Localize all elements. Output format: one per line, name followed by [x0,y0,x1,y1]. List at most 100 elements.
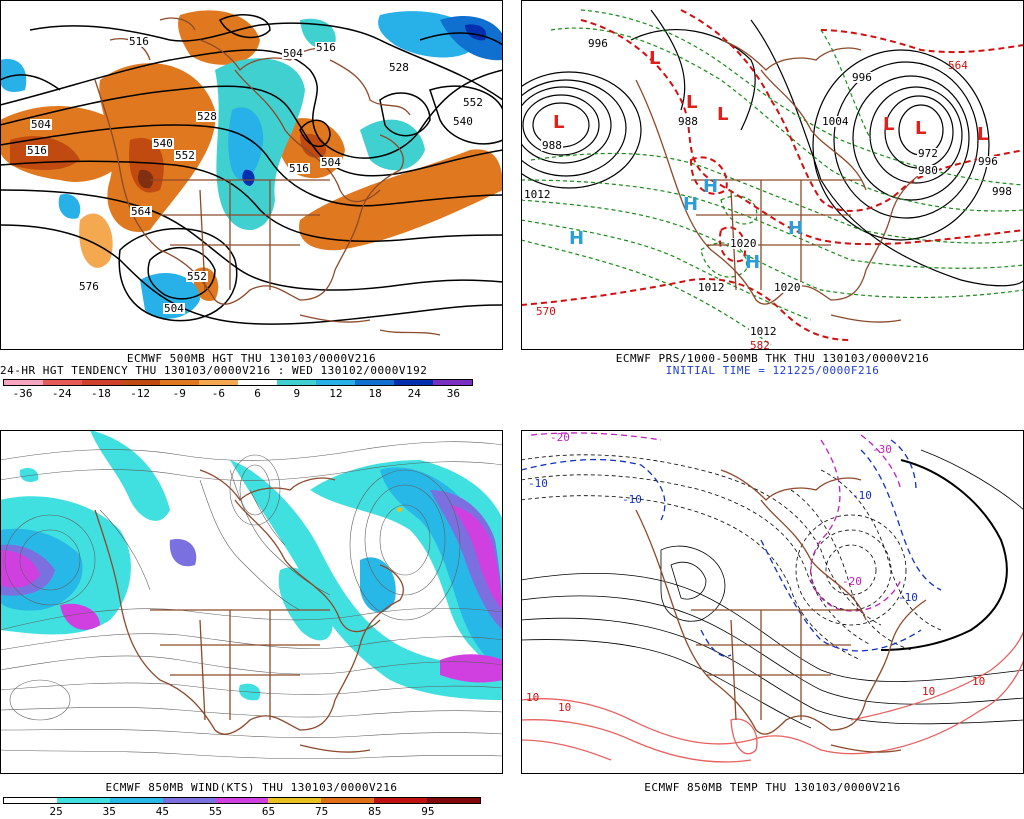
isobar-label: 980 [917,164,939,177]
isobars [521,9,1024,287]
thickness-label: 570 [536,305,556,318]
contour-label: 504 [30,118,52,131]
legend-label: 9 [293,387,301,400]
map-frame [0,0,503,350]
legend-swatch [316,380,355,385]
legend-label: 65 [261,805,276,818]
legend-label: -18 [90,387,111,400]
isotherm-label: 10 [972,675,986,688]
low-pressure-symbol: L [553,112,565,133]
legend-swatch [109,798,163,803]
low-pressure-symbol: L [915,118,927,139]
contour-label: 540 [452,115,474,128]
caption-initial-time: INITIAL TIME = 121225/0000F216 [665,364,880,377]
legend-swatch [162,798,216,803]
panel-500mb-height: 516 504 516 528 540 552 564 576 552 504 … [0,0,503,405]
low-pressure-symbol: L [717,104,729,125]
coastlines [635,39,927,323]
isotherm-magenta [530,432,902,612]
isotherm-red [521,629,1024,763]
streamlines [0,441,503,760]
isotherm-label: -30 [872,443,892,456]
contour-label: 552 [174,149,196,162]
isobar-label: 996 [851,71,873,84]
tendency-legend: -36 -24 -18 -12 -9 -6 6 9 12 18 24 36 [3,379,473,400]
contour-label: 528 [388,61,410,74]
isobar-label: 988 [677,115,699,128]
isotherm-label: -10 [622,493,642,506]
tendency-colorbar [3,379,473,386]
coastlines [94,17,441,336]
isobar-label: 1012 [749,325,778,338]
isobar-label: 988 [541,139,563,152]
wind-speed-colorbar [3,797,481,804]
legend-label: -6 [211,387,226,400]
height-contours [0,14,503,325]
high-pressure-symbol: H [683,194,699,215]
legend-label: -36 [12,387,33,400]
contour-label: 540 [152,137,174,150]
legend-label: 36 [446,387,461,400]
isotherm-label: 10 [558,701,572,714]
isobar-label: 996 [587,37,609,50]
map-frame [521,430,1024,774]
legend-swatch [394,380,433,385]
high-pressure-symbol: H [745,252,761,273]
legend-swatch [374,798,428,803]
map-frame [0,430,503,774]
contour-label: 516 [288,162,310,175]
caption-500mb-height: ECMWF 500MB HGT THU 130103/0000V216 [126,352,377,365]
isobar-label: 1012 [697,281,726,294]
low-pressure-symbol: L [649,48,661,69]
legend-label: 6 [254,387,261,400]
map-frame [521,0,1024,350]
contour-label: 576 [78,280,100,293]
contour-label: 552 [186,270,208,283]
low-pressure-symbol: L [686,92,698,113]
caption-pressure-thickness: ECMWF PRS/1000-500MB THK THU 130103/0000… [615,352,930,365]
isobar-label: 1012 [523,188,552,201]
legend-swatch [82,380,121,385]
legend-swatch [4,380,43,385]
contour-label: 504 [163,302,185,315]
legend-swatch [277,380,316,385]
low-pressure-symbol: L [883,114,895,135]
temperature-contours-warm [521,449,1024,729]
legend-swatch [56,798,110,803]
high-pressure-symbol: H [569,228,585,249]
contour-label: 516 [315,41,337,54]
contour-label: 552 [462,96,484,109]
pressure-dashed-lines [521,9,1024,346]
isotherm-label: -10 [852,489,872,502]
legend-swatch [215,798,269,803]
map-850mb-temp [521,430,1024,774]
isobar-label: 972 [917,147,939,160]
coastlines [94,469,404,753]
legend-swatch [238,380,277,385]
legend-label: 18 [368,387,382,400]
high-pressure-symbol: H [788,218,804,239]
isotherm-label: -10 [898,591,918,604]
legend-label: 75 [315,805,329,818]
isotherm-label: 10 [922,685,936,698]
tendency-legend-labels: -36 -24 -18 -12 -9 -6 6 9 12 18 24 36 [3,386,473,400]
isobar-label: 1020 [773,281,802,294]
isobar-label: 1020 [729,237,758,250]
legend-label: 12 [329,387,343,400]
contour-label: 516 [26,144,48,157]
caption-850mb-temp: ECMWF 850MB TEMP THU 130103/0000V216 [644,781,901,794]
isotherm-label: -20 [842,575,862,588]
isotherm-label: 10 [526,691,540,704]
isotherm-label: -20 [550,431,570,444]
panel-850mb-wind: ECMWF 850MB WIND(KTS) THU 130103/0000V21… [0,430,503,819]
contour-label: 504 [320,156,342,169]
legend-swatch [268,798,322,803]
legend-swatch [321,798,375,803]
isotherm-label: -10 [528,477,548,490]
coastlines [635,469,927,753]
legend-swatch [160,380,199,385]
legend-swatch [121,380,160,385]
isobar-label: 1004 [821,115,850,128]
isobar-label: 998 [991,185,1013,198]
map-850mb-wind [0,430,503,774]
